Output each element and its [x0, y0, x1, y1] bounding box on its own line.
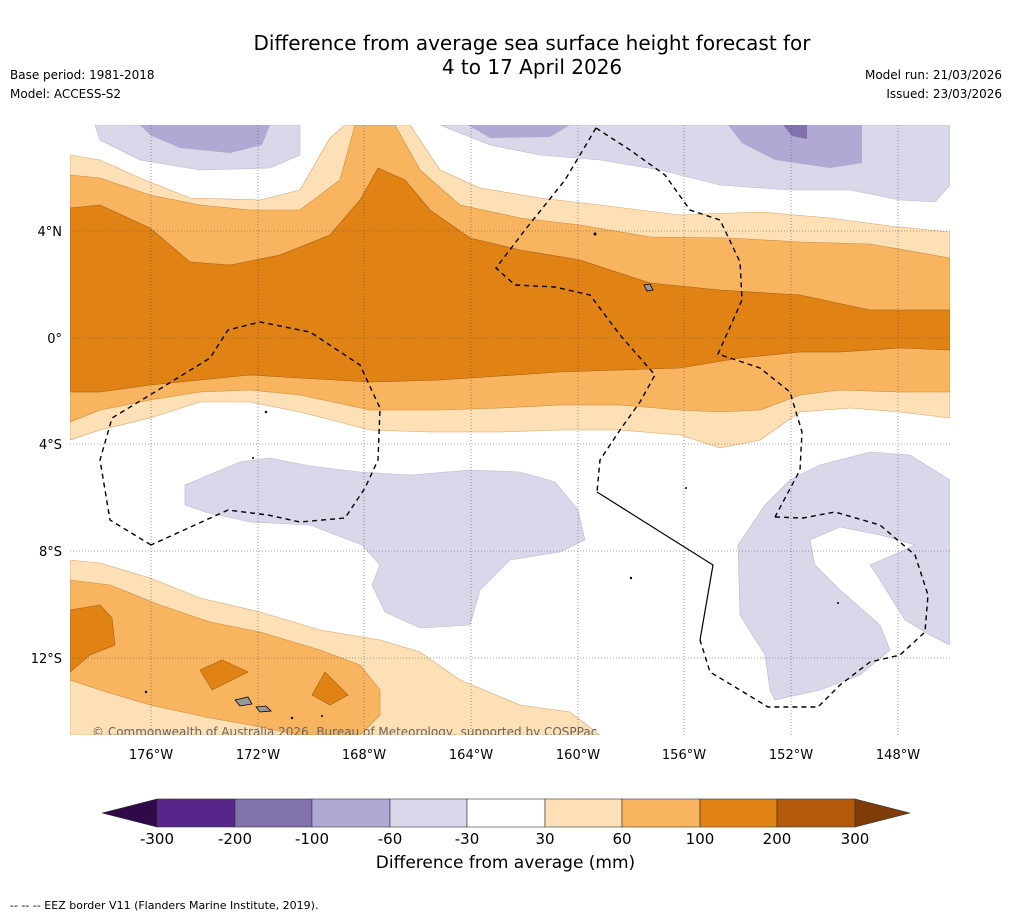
issued-date: Issued: 23/03/2026: [886, 87, 1002, 101]
colorbar-seg-3: [311, 798, 391, 828]
lon-labels: 176°W 172°W 168°W 164°W 160°W 156°W 152°…: [129, 748, 920, 763]
eez-border-solid: [596, 491, 714, 641]
lon-label-164w: 164°W: [449, 748, 493, 763]
cbar-tick-300: 300: [841, 830, 870, 848]
colorbar-arrow-high: [854, 798, 911, 828]
lon-label-176w: 176°W: [129, 748, 173, 763]
cbar-tick-neg200: -200: [218, 830, 252, 848]
colorbar-seg-6: [544, 798, 623, 828]
colorbar-seg-1: [156, 798, 236, 828]
title-line-1: Difference from average sea surface heig…: [253, 31, 811, 55]
base-period: Base period: 1981-2018: [10, 68, 155, 82]
pos-sw-100-center: [199, 659, 249, 691]
cbar-tick-200: 200: [763, 830, 792, 848]
meta-left: Base period: 1981-2018 Model: ACCESS-S2: [10, 66, 155, 104]
lon-label-168w: 168°W: [342, 748, 386, 763]
model-run: Model run: 21/03/2026: [864, 68, 1002, 82]
neg-patch-south-central: [184, 457, 586, 629]
lon-label-152w: 152°W: [769, 748, 813, 763]
lon-label-160w: 160°W: [556, 748, 600, 763]
cbar-tick-neg100: -100: [295, 830, 329, 848]
colorbar-seg-9: [776, 798, 856, 828]
colorbar-seg-5: [466, 798, 546, 828]
lon-label-156w: 156°W: [662, 748, 706, 763]
pos-sw-60: [70, 579, 381, 735]
footnote-eez: -- -- -- EEZ border V11 (Flanders Marine…: [10, 899, 319, 912]
cbar-tick-100: 100: [686, 830, 715, 848]
lat-label-8s: 8°S: [39, 545, 62, 560]
meta-right: Model run: 21/03/2026 Issued: 23/03/2026: [865, 66, 1002, 104]
island-dot-5: [629, 576, 633, 580]
chart-title: Difference from average sea surface heig…: [0, 31, 1011, 79]
lat-label-4n: 4°N: [38, 225, 63, 240]
lon-label-148w: 148°W: [876, 748, 920, 763]
samoa-island-2: [255, 705, 272, 713]
lon-label-172w: 172°W: [236, 748, 280, 763]
neg-patch-north-central-strong: [468, 125, 570, 138]
neg-patch-north-east-core: [783, 125, 807, 139]
colorbar-arrow-low: [101, 798, 158, 828]
colorbar-seg-8: [699, 798, 778, 828]
colorbar-seg-7: [621, 798, 701, 828]
island-dot-4: [252, 457, 254, 459]
cbar-tick-neg60: -60: [378, 830, 403, 848]
pos-sw-100-west: [70, 604, 116, 673]
copyright-notice: © Commonwealth of Australia 2026, Bureau…: [92, 725, 597, 739]
cbar-tick-60: 60: [612, 830, 631, 848]
samoa-island-1: [234, 696, 253, 707]
colorbar-ticks: -300 -200 -100 -60 -30 30 60 100 200 300: [140, 830, 869, 848]
neg-patch-north-west-strong: [140, 125, 270, 153]
island-dot-9: [321, 715, 323, 717]
cbar-tick-neg30: -30: [455, 830, 480, 848]
model-name: Model: ACCESS-S2: [10, 87, 122, 101]
island-dot-6: [685, 487, 687, 489]
island-dot-8: [290, 716, 294, 720]
neg-patch-north-east-strong: [728, 125, 862, 168]
cbar-tick-30: 30: [535, 830, 554, 848]
eez-borders: [99, 127, 929, 708]
cbar-tick-neg300: -300: [140, 830, 174, 848]
island-dot-10: [837, 602, 839, 604]
pos-sw-100-east: [311, 671, 349, 706]
colorbar-seg-4: [389, 798, 468, 828]
colorbar-seg-2: [234, 798, 313, 828]
island-dot-2: [593, 232, 597, 236]
island-dot-1: [643, 283, 654, 292]
colorbar-label: Difference from average (mm): [375, 853, 636, 873]
island-dot-3: [264, 410, 268, 414]
map-plot-area: © Commonwealth of Australia 2026, Bureau…: [70, 125, 950, 739]
colorbar: [101, 798, 911, 828]
lat-label-0: 0°: [47, 332, 62, 347]
lat-labels: 4°N 0° 4°S 8°S 12°S: [31, 225, 62, 667]
island-dot-7: [144, 690, 148, 694]
lat-label-12s: 12°S: [31, 652, 62, 667]
lat-label-4s: 4°S: [39, 438, 62, 453]
title-line-2: 4 to 17 April 2026: [441, 55, 623, 79]
